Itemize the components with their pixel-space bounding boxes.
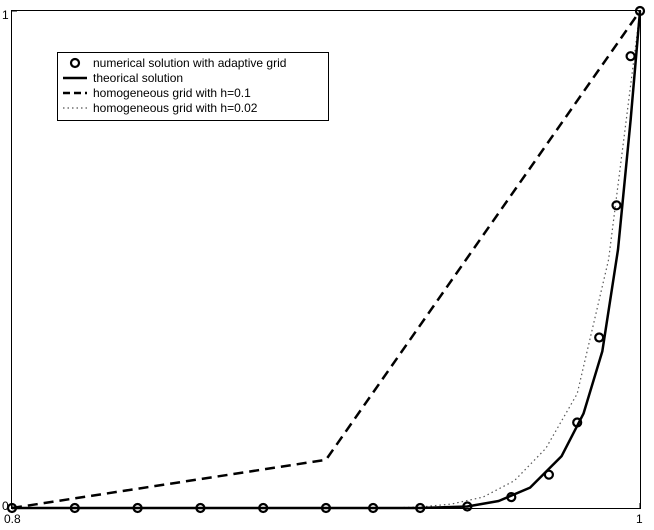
legend-label: homogeneous grid with h=0.02: [93, 101, 258, 115]
legend-entry: homogeneous grid with h=0.1: [63, 86, 251, 100]
data-point: [69, 502, 80, 514]
legend-label: homogeneous grid with h=0.1: [93, 86, 251, 100]
tick-layer: 0.8 1 0 1: [2, 8, 643, 526]
data-point: [572, 417, 583, 428]
legend-entry: homogeneous grid with h=0.02: [63, 101, 258, 115]
series-2: [11, 10, 642, 510]
data-point: [132, 502, 143, 514]
legend-marker: [69, 57, 81, 69]
x-tick-label: 0.8: [4, 512, 21, 526]
data-point: [625, 51, 636, 62]
legend-label: theorical solution: [93, 71, 183, 85]
data-point: [368, 502, 379, 514]
y-tick-label: 1: [2, 8, 9, 22]
data-point: [415, 502, 426, 514]
data-point: [195, 502, 206, 514]
series-layer: [6, 5, 646, 514]
series-line: [11, 10, 642, 510]
data-point: [462, 501, 473, 512]
data-point: [611, 200, 622, 211]
data-point: [320, 502, 332, 514]
legend-label: numerical solution with adaptive grid: [93, 56, 286, 70]
data-point: [634, 5, 646, 17]
data-point: [594, 332, 605, 343]
legend-box: [57, 52, 329, 121]
data-point: [506, 492, 517, 503]
legend: numerical solution with adaptive gridthe…: [57, 52, 329, 121]
y-tick-label: 0: [2, 499, 9, 513]
series-0: [6, 5, 646, 514]
x-tick-label: 1: [636, 512, 643, 526]
data-point: [258, 502, 269, 514]
legend-entry: theorical solution: [63, 71, 183, 85]
legend-entry: numerical solution with adaptive grid: [69, 56, 286, 70]
data-point: [543, 469, 555, 480]
